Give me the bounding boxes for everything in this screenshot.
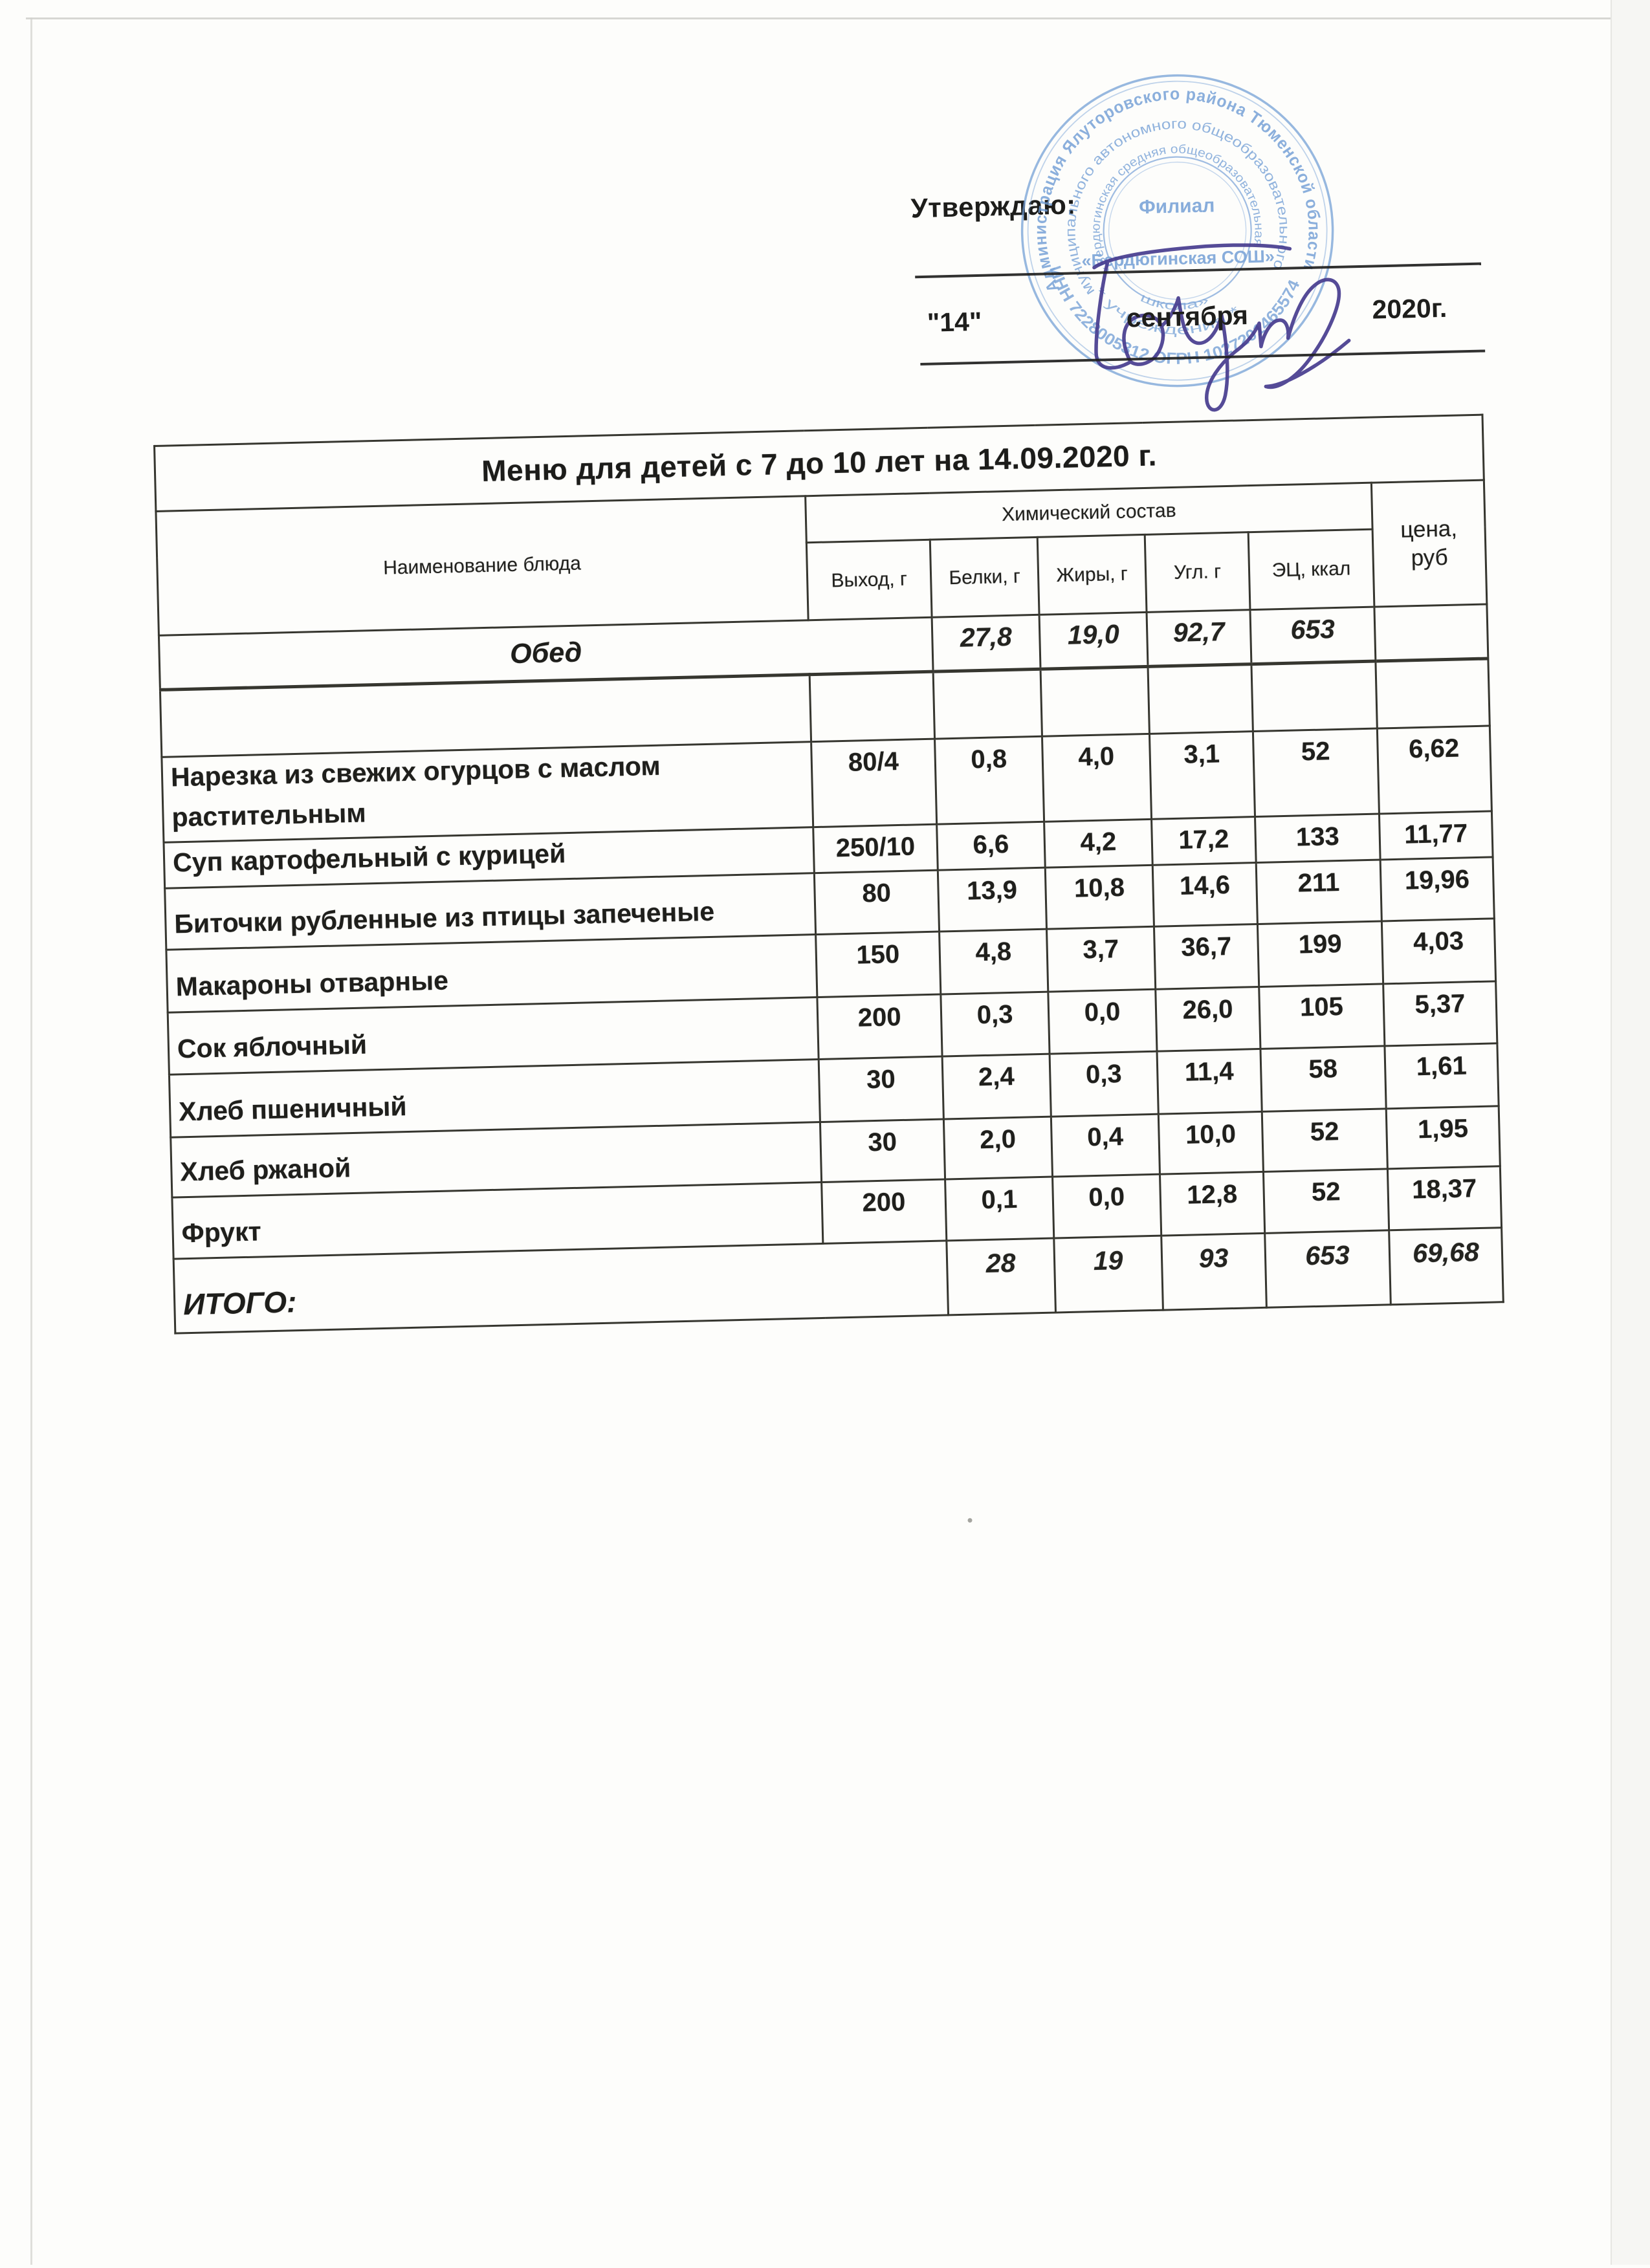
date-month: сентября <box>1126 300 1249 333</box>
cell-fat: 10,8 <box>1045 864 1154 929</box>
stamp-circles <box>1020 74 1334 387</box>
cell-fat: 0,4 <box>1051 1113 1160 1177</box>
cell-kcal: 653 <box>1264 1230 1391 1307</box>
cell-carbs: 92,7 <box>1147 609 1251 667</box>
col-header-protein: Белки, г <box>930 537 1040 618</box>
cell-protein: 4,8 <box>939 928 1048 994</box>
cell-carbs: 10,0 <box>1158 1111 1264 1174</box>
cell-out: 200 <box>817 994 943 1060</box>
cell-carbs: 12,8 <box>1160 1171 1265 1236</box>
cell-carbs: 3,1 <box>1149 731 1255 820</box>
cell-fat: 19,0 <box>1039 612 1148 670</box>
cell-out: 30 <box>819 1056 944 1122</box>
cell-price-empty <box>1374 604 1488 662</box>
cell-fat: 0,3 <box>1050 1051 1159 1117</box>
cell-kcal: 199 <box>1257 921 1383 987</box>
col-header-price-line1: цена, <box>1400 516 1458 543</box>
date-year: 2020г. <box>1372 292 1447 325</box>
cell-protein: 0,8 <box>934 736 1044 825</box>
cell-fat: 19 <box>1053 1235 1163 1313</box>
cell-protein: 0,1 <box>945 1176 1054 1241</box>
cell-kcal: 105 <box>1259 983 1385 1049</box>
scan-edge-left <box>30 17 32 2265</box>
cell-out: 30 <box>820 1118 945 1182</box>
cell-out: 80 <box>814 869 940 935</box>
cell-fat: 0,0 <box>1048 988 1157 1054</box>
cell-price: 1,61 <box>1384 1043 1499 1109</box>
cell-kcal: 133 <box>1255 814 1381 863</box>
cell-price: 5,37 <box>1383 981 1497 1046</box>
cell-price: 1,95 <box>1386 1106 1501 1169</box>
cell-fat: 0,0 <box>1052 1173 1161 1238</box>
cell-kcal: 653 <box>1249 607 1376 664</box>
cell-carbs: 26,0 <box>1155 986 1260 1051</box>
stamp-center-line1: Филиал <box>1139 195 1215 218</box>
cell-out: 80/4 <box>811 739 937 827</box>
cell-kcal: 211 <box>1256 859 1382 924</box>
cell-dish-name: Нарезка из свежих огурцов с маслом расти… <box>161 741 813 843</box>
cell-out: 200 <box>821 1179 947 1243</box>
cell-protein: 28 <box>946 1238 1056 1315</box>
date-day: "14" <box>927 306 982 338</box>
col-header-fat: Жиры, г <box>1037 534 1147 615</box>
cell-protein: 2,0 <box>943 1116 1053 1179</box>
col-header-price: цена, руб <box>1371 480 1487 607</box>
cell-fat: 4,2 <box>1044 819 1153 867</box>
cell-protein: 27,8 <box>932 615 1041 672</box>
cell-protein: 0,3 <box>940 991 1050 1056</box>
cell-out: 250/10 <box>813 824 938 873</box>
cell-price: 6,62 <box>1377 725 1492 814</box>
page-right-edge <box>1611 0 1650 2265</box>
cell-protein: 13,9 <box>938 867 1047 932</box>
cell-protein: 6,6 <box>936 822 1046 870</box>
cell-price: 18,37 <box>1387 1166 1502 1230</box>
scan-edge-top <box>26 17 1650 19</box>
cell-carbs: 36,7 <box>1154 924 1259 989</box>
cell-carbs: 17,2 <box>1151 816 1257 865</box>
scan-speck <box>967 1518 973 1523</box>
menu-table: Меню для детей с 7 до 10 лет на 14.09.20… <box>153 414 1504 1335</box>
cell-fat: 3,7 <box>1046 926 1156 992</box>
cell-carbs: 93 <box>1161 1232 1267 1310</box>
cell-protein: 2,4 <box>942 1053 1051 1119</box>
cell-price: 11,77 <box>1379 811 1493 860</box>
cell-kcal: 58 <box>1260 1045 1387 1111</box>
col-header-carb: Угл. г <box>1145 532 1250 613</box>
col-header-price-line2: руб <box>1411 544 1449 571</box>
cell-kcal: 52 <box>1253 728 1380 817</box>
cell-out: 150 <box>815 931 941 998</box>
cell-carbs: 14,6 <box>1152 862 1258 926</box>
signature-scribble <box>1092 243 1351 412</box>
cell-price: 69,68 <box>1389 1227 1504 1305</box>
cell-kcal: 52 <box>1262 1108 1388 1172</box>
cell-kcal: 52 <box>1263 1168 1389 1233</box>
cell-price: 4,03 <box>1381 918 1496 984</box>
cell-price: 19,96 <box>1380 856 1495 921</box>
official-stamp: Администрация Ялуторовского района Тюмен… <box>1020 74 1334 387</box>
col-header-name: Наименование блюда <box>155 496 809 636</box>
cell-fat: 4,0 <box>1042 734 1152 822</box>
cell-carbs: 11,4 <box>1156 1048 1262 1114</box>
col-header-out: Выход, г <box>806 540 932 620</box>
col-header-kcal: ЭЦ, ккал <box>1248 529 1374 610</box>
